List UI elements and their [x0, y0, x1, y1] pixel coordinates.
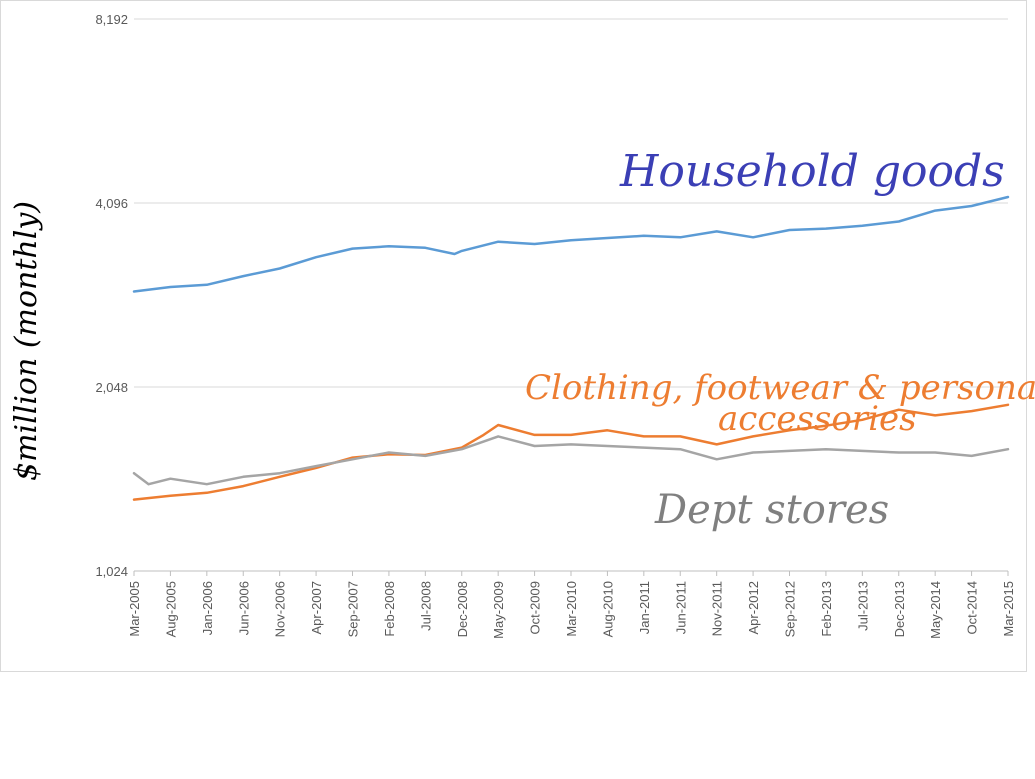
series-line-2 [132, 403, 1010, 501]
x-tick-label: Sep-2007 [346, 581, 361, 637]
x-tick-label: Jul-2013 [855, 581, 870, 631]
x-tick-label: Sep-2012 [783, 581, 798, 637]
x-tick-label: Apr-2012 [746, 581, 761, 634]
x-tick-label: Jun-2011 [673, 581, 688, 634]
x-tick-label: Mar-2005 [127, 581, 142, 637]
x-tick-label: Mar-2015 [1001, 581, 1016, 637]
x-tick-label: Dec-2008 [455, 581, 470, 637]
x-tick-label: Jan-2011 [637, 581, 652, 634]
y-tick-label: 1,024 [95, 564, 128, 579]
x-tick-label: Feb-2013 [819, 581, 834, 637]
x-tick-label: May-2014 [928, 581, 943, 639]
series-label-2: Clothing, footwear & personal accessories [525, 368, 1035, 439]
series-labels: Household goods Clothing, footwear & pers… [525, 146, 1035, 533]
series-label-3: Dept stores [654, 487, 889, 533]
x-tick-label: Mar-2010 [564, 581, 579, 637]
x-tick-labels: Mar-2005 Aug-2005 Jan-2006 Jun-2006 Nov-2006… [127, 571, 1016, 639]
x-tick-label: Nov-2006 [273, 581, 288, 637]
series-lines [132, 195, 1010, 501]
series-label-1: Household goods [619, 146, 1005, 197]
x-tick-label: Aug-2010 [600, 581, 615, 637]
y-tick-label: 8,192 [95, 12, 128, 27]
x-tick-label: Dec-2013 [892, 581, 907, 637]
x-tick-label: Aug-2005 [163, 581, 178, 637]
x-tick-label: Jan-2006 [200, 581, 215, 635]
x-tick-label: Jun-2006 [236, 581, 251, 635]
x-tick-label: Apr-2007 [309, 581, 324, 634]
series-line-3 [132, 435, 1010, 486]
chart-area [0, 0, 1027, 672]
x-tick-label: Feb-2008 [382, 581, 397, 637]
x-tick-label: Oct-2009 [528, 581, 543, 634]
y-axis-label: $million (monthly) [9, 201, 44, 481]
x-tick-label: Jul-2008 [418, 581, 433, 631]
y-tick-labels: 1,024 2,048 4,096 8,192 [95, 12, 128, 579]
y-tick-label: 4,096 [95, 196, 128, 211]
x-tick-label: Nov-2011 [710, 581, 725, 636]
series-line-1 [132, 195, 1010, 293]
x-tick-label: Oct-2014 [965, 581, 980, 634]
y-tick-label: 2,048 [95, 380, 128, 395]
x-tick-label: May-2009 [491, 581, 506, 639]
